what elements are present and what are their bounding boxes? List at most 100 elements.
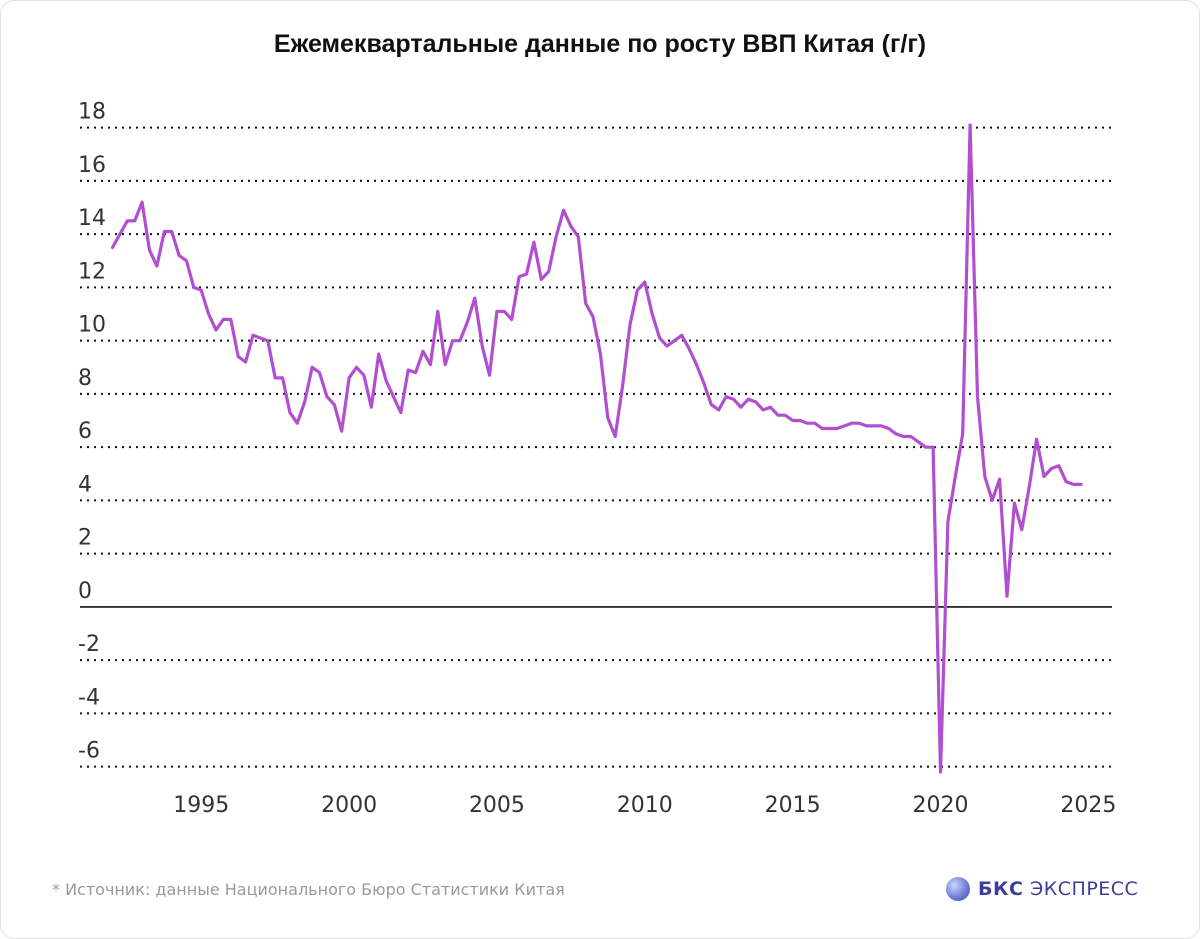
data-point bbox=[998, 477, 1001, 481]
data-point bbox=[569, 225, 573, 228]
data-point bbox=[769, 406, 772, 409]
data-point bbox=[968, 123, 972, 127]
data-point bbox=[281, 376, 284, 380]
y-tick-label: 4 bbox=[78, 472, 92, 497]
y-tick-label: 12 bbox=[78, 259, 106, 284]
data-point bbox=[126, 219, 129, 223]
data-point bbox=[392, 395, 395, 398]
data-point bbox=[1050, 467, 1053, 470]
source-note: * Источник: данные Национального Бюро Ст… bbox=[52, 880, 565, 899]
data-point bbox=[791, 419, 794, 422]
chart-title: Ежемеквартальные данные по росту ВВП Кит… bbox=[273, 30, 927, 58]
data-point bbox=[310, 366, 314, 369]
data-point bbox=[673, 339, 676, 342]
data-point bbox=[1079, 483, 1083, 486]
data-point bbox=[687, 347, 691, 350]
data-point bbox=[170, 230, 173, 233]
data-point bbox=[577, 235, 580, 238]
data-point bbox=[185, 259, 188, 262]
data-point bbox=[429, 363, 432, 366]
data-point bbox=[451, 339, 454, 342]
data-point bbox=[288, 411, 292, 414]
data-point bbox=[643, 280, 646, 284]
data-point bbox=[318, 371, 321, 374]
data-point bbox=[177, 254, 181, 257]
data-point bbox=[739, 406, 743, 409]
data-point bbox=[880, 424, 883, 428]
y-tick-label: 16 bbox=[78, 153, 106, 178]
data-point bbox=[347, 376, 351, 380]
data-point bbox=[658, 336, 661, 340]
y-tick-label: 14 bbox=[78, 206, 106, 231]
data-point bbox=[384, 379, 388, 382]
data-point bbox=[946, 520, 950, 523]
y-tick-label: 0 bbox=[78, 579, 92, 604]
y-tick-label: 18 bbox=[78, 100, 106, 125]
data-point bbox=[983, 475, 986, 478]
data-point bbox=[1020, 528, 1023, 531]
data-point bbox=[481, 344, 484, 348]
data-point bbox=[584, 302, 587, 305]
data-point bbox=[695, 363, 698, 366]
data-point bbox=[717, 408, 720, 412]
data-point bbox=[421, 350, 425, 353]
data-point bbox=[222, 318, 225, 321]
x-tick-label: 2005 bbox=[469, 793, 525, 818]
data-point bbox=[399, 411, 402, 414]
data-point bbox=[702, 382, 706, 385]
data-point bbox=[754, 400, 757, 404]
data-point bbox=[377, 352, 380, 356]
data-point bbox=[636, 288, 639, 292]
data-point bbox=[266, 339, 269, 342]
data-point bbox=[259, 336, 262, 340]
data-point bbox=[806, 422, 809, 425]
data-point bbox=[931, 446, 935, 449]
data-point bbox=[237, 355, 240, 358]
data-point bbox=[680, 334, 683, 337]
data-point bbox=[902, 435, 905, 438]
y-tick-label: -6 bbox=[78, 739, 100, 764]
data-point bbox=[887, 427, 890, 430]
data-point bbox=[547, 270, 550, 273]
data-point bbox=[894, 432, 898, 436]
data-point bbox=[325, 395, 329, 398]
brand-name-bold: БКС bbox=[978, 878, 1024, 900]
data-point bbox=[724, 395, 728, 398]
data-point bbox=[828, 427, 831, 430]
data-point bbox=[207, 312, 210, 316]
data-point bbox=[458, 339, 462, 342]
data-point bbox=[414, 371, 417, 374]
data-point bbox=[909, 435, 913, 438]
x-tick-label: 2010 bbox=[617, 793, 673, 818]
data-point bbox=[251, 334, 255, 337]
data-point bbox=[540, 278, 543, 281]
data-point bbox=[1013, 501, 1016, 505]
data-point bbox=[466, 320, 469, 324]
data-point bbox=[917, 440, 920, 443]
data-point bbox=[665, 344, 669, 348]
data-point bbox=[954, 475, 957, 478]
data-point bbox=[517, 275, 521, 278]
data-point bbox=[1042, 475, 1046, 478]
data-point bbox=[606, 416, 609, 420]
data-point bbox=[1035, 438, 1038, 441]
data-point bbox=[473, 296, 476, 300]
data-point bbox=[1072, 483, 1075, 486]
x-tick-label: 1995 bbox=[173, 793, 229, 818]
data-point bbox=[776, 414, 780, 417]
brand-name-rest: ЭКСПРЕСС bbox=[1023, 878, 1139, 900]
data-point bbox=[229, 318, 232, 321]
brand-logo: БКС ЭКСПРЕСС bbox=[946, 874, 1138, 904]
data-point bbox=[1028, 485, 1031, 489]
data-point bbox=[821, 427, 824, 430]
data-point bbox=[525, 272, 528, 276]
data-point bbox=[798, 419, 802, 422]
data-point bbox=[163, 230, 166, 233]
data-point bbox=[362, 374, 366, 377]
data-point bbox=[991, 499, 994, 502]
brand-circle-icon bbox=[946, 877, 970, 901]
data-point bbox=[961, 432, 964, 436]
data-point bbox=[495, 310, 499, 313]
data-point bbox=[710, 403, 713, 406]
